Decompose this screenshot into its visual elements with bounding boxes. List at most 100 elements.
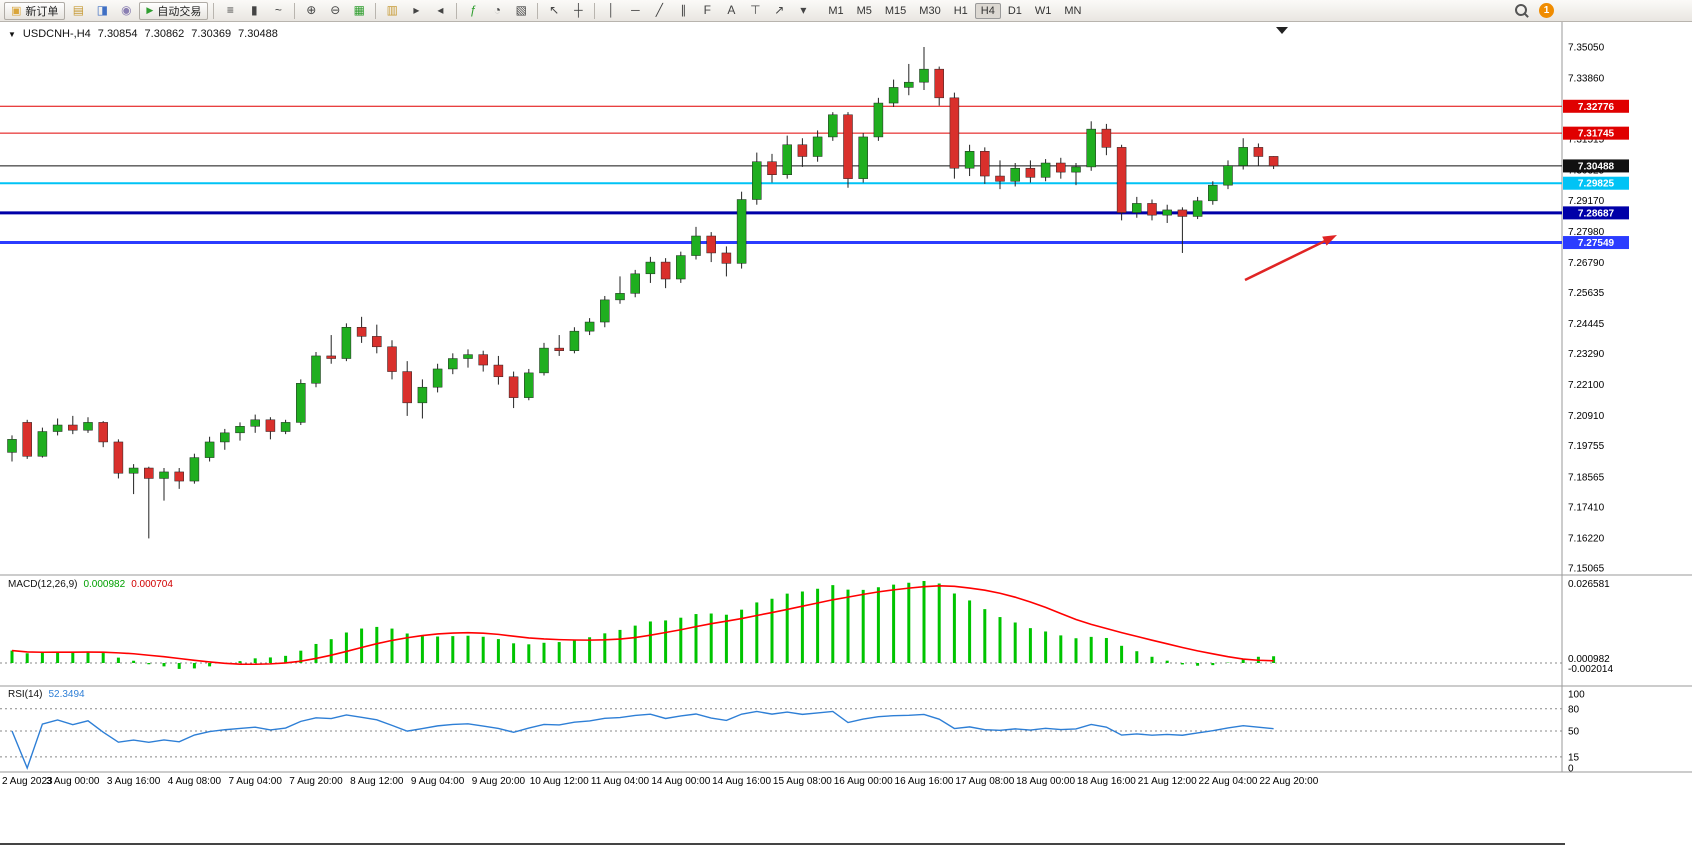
candle (463, 349, 473, 368)
horizontal-line-icon[interactable]: ─ (631, 2, 640, 17)
candle-body (448, 358, 458, 370)
text-icon[interactable]: A (727, 2, 736, 17)
zoom-in-icon[interactable]: ⊕ (306, 2, 317, 17)
candle-body (539, 347, 549, 374)
templates-icon[interactable]: ▧ (515, 2, 527, 17)
candle-body (858, 136, 868, 179)
autotrading-label: 自动交易 (157, 5, 202, 18)
candle (52, 418, 63, 436)
candle (812, 130, 823, 162)
cursor-icon[interactable]: ↖ (549, 2, 560, 17)
chart-shift-icon[interactable]: ◂ (437, 2, 444, 17)
time-axis-label: 22 Aug 04:00 (1199, 776, 1258, 787)
vertical-line-icon[interactable]: │ (607, 2, 616, 17)
candle (22, 419, 32, 459)
dropdown-arrow-icon[interactable]: ▾ (800, 2, 807, 17)
timeframe-d1[interactable]: D1 (1007, 4, 1022, 17)
search-icon[interactable] (1514, 3, 1529, 18)
candle (569, 327, 580, 354)
auto-scroll-icon[interactable]: ▸ (413, 2, 420, 17)
price-badge-box (1563, 159, 1629, 173)
candlestick-chart-icon[interactable]: ▮ (251, 2, 258, 17)
candle-body (98, 422, 108, 443)
time-axis[interactable] (0, 772, 1562, 790)
chart-window: 7.350507.338607.326707.315157.303257.291… (0, 22, 1692, 790)
candle (1056, 157, 1066, 179)
chart-canvas[interactable]: 7.350507.338607.326707.315157.303257.291… (0, 22, 1692, 790)
candle-body (1147, 203, 1157, 216)
candle-body (706, 235, 716, 254)
chart-dropdown-icon[interactable]: ▼ (8, 29, 16, 39)
candle (964, 144, 975, 177)
timeframe-m15[interactable]: M15 (884, 4, 907, 17)
line-chart-icon[interactable]: ~ (274, 2, 282, 17)
candle-body (280, 422, 291, 432)
tile-windows-icon[interactable]: ▦ (353, 2, 365, 17)
channel-icon[interactable]: ∥ (680, 2, 687, 17)
timeframe-h1[interactable]: H1 (953, 4, 968, 17)
price-axis-label: 7.31515 (1568, 135, 1605, 146)
chart-shift-marker[interactable] (1276, 27, 1288, 34)
arrow-annotation[interactable] (1244, 238, 1328, 282)
macd-signal-line (11, 585, 1274, 666)
price-axis-label: 7.22100 (1568, 380, 1605, 391)
candle-body (1177, 209, 1188, 217)
candle-body (235, 426, 245, 434)
rsi-name: RSI(14) (8, 689, 43, 700)
candle (37, 427, 48, 458)
timeframe-h4[interactable]: H4 (974, 2, 1001, 19)
chart-screenshot-icon[interactable]: ▤ (72, 2, 85, 17)
time-axis-label: 18 Aug 00:00 (1016, 776, 1075, 787)
label-icon[interactable]: ⊤ (750, 2, 761, 17)
candle-body (691, 235, 701, 256)
time-axis-label: 2 Aug 2023 (2, 776, 53, 787)
time-axis-label: 3 Aug 00:00 (46, 776, 100, 787)
window-bottom-edge (0, 843, 1565, 845)
price-badge: 7.30488 (1563, 159, 1629, 173)
candle (554, 335, 564, 356)
candle-body (1162, 209, 1172, 216)
crosshair-icon[interactable]: ┼ (574, 2, 583, 17)
timeframe-w1[interactable]: W1 (1034, 4, 1052, 17)
new-chart-icon[interactable]: ▥ (386, 2, 398, 17)
timeframe-m1[interactable]: M1 (828, 4, 844, 17)
price-axis[interactable] (1562, 22, 1692, 772)
candle (706, 232, 716, 263)
candle (843, 112, 853, 188)
new-order-button[interactable]: ▣ 新订单 (4, 1, 66, 20)
timeframe-m30[interactable]: M30 (919, 4, 941, 17)
timeframe-m5[interactable]: M5 (856, 4, 872, 17)
candle (235, 422, 245, 441)
zoom-out-icon[interactable]: ⊖ (330, 2, 341, 17)
candle (448, 353, 458, 375)
ohlc-close: 7.30488 (238, 28, 278, 40)
macd-axis-label: 0.026581 (1568, 579, 1610, 590)
candle-body (1268, 156, 1279, 167)
candle-body (1253, 147, 1264, 157)
toolbar-right-group: 1 (1514, 3, 1554, 18)
candle (250, 414, 260, 433)
autotrading-button[interactable]: ▶ 自动交易 (139, 1, 209, 20)
macd-name: MACD(12,26,9) (8, 579, 78, 590)
candle (356, 316, 367, 343)
trendline-icon[interactable]: ╱ (655, 2, 663, 17)
time-axis-label: 22 Aug 20:00 (1259, 776, 1318, 787)
periods-dropdown-icon[interactable]: ◔ (493, 2, 501, 17)
fibonacci-icon[interactable]: F (703, 2, 711, 17)
timeframe-mn[interactable]: MN (1064, 4, 1082, 17)
bar-chart-icon[interactable]: ≡ (226, 2, 234, 17)
candle-body (1192, 200, 1203, 217)
refresh-icon[interactable]: ◉ (121, 2, 132, 17)
arrows-tool-icon[interactable]: ↗ (774, 2, 785, 17)
candle-body (387, 346, 397, 372)
profiles-icon[interactable]: ◨ (96, 2, 109, 17)
candle-body (934, 68, 944, 99)
ohlc-open: 7.30854 (97, 28, 138, 40)
price-axis-label: 7.25635 (1568, 288, 1605, 299)
candle-body (767, 161, 777, 175)
notification-badge[interactable]: 1 (1539, 3, 1554, 18)
candle-body (372, 336, 382, 348)
toolbar-separator (594, 2, 596, 19)
candle-body (919, 68, 929, 83)
indicators-icon[interactable]: ƒ (469, 2, 477, 17)
